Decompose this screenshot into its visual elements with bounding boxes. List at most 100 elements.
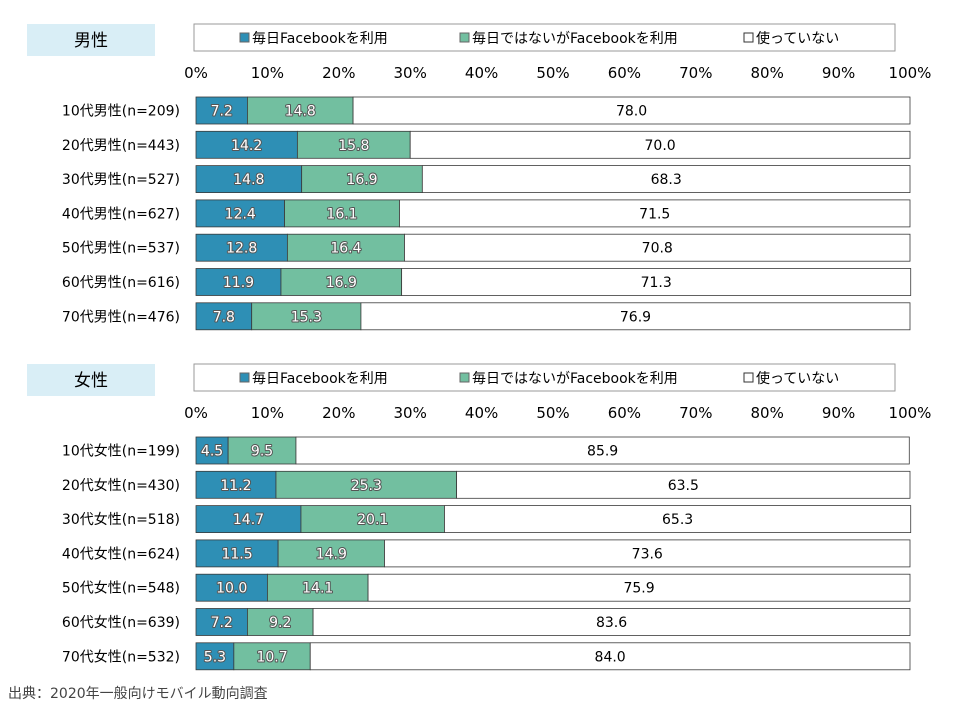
data-label: 16.4 — [330, 241, 361, 257]
x-tick-label: 30% — [394, 404, 427, 422]
data-label: 20.1 — [357, 512, 388, 528]
category-label: 70代男性(n=476) — [62, 309, 180, 325]
legend-swatch — [459, 32, 470, 43]
bar-segment — [195, 505, 302, 534]
bar-segment — [195, 436, 229, 465]
category-label: 40代女性(n=624) — [62, 545, 180, 562]
x-tick-label: 60% — [608, 64, 641, 82]
legend-entry: 毎日ではないがFacebookを利用 — [472, 31, 678, 47]
bar-segment — [296, 130, 411, 159]
bar-segment — [444, 505, 912, 534]
category-label: 30代女性(n=518) — [62, 511, 180, 528]
x-tick-label: 50% — [536, 64, 569, 82]
bar-segment — [247, 608, 314, 636]
legend-swatch — [743, 32, 754, 43]
data-label: 9.2 — [269, 615, 291, 631]
legend-entry: 毎日Facebookを利用 — [252, 371, 388, 387]
data-label: 11.2 — [220, 478, 251, 494]
bar-segment — [352, 96, 911, 125]
data-label: 15.3 — [291, 309, 322, 325]
legend-swatch — [743, 372, 754, 383]
data-label: 71.5 — [639, 206, 670, 222]
bar-segment — [195, 199, 285, 228]
data-label: 16.9 — [346, 172, 377, 188]
category-label: 60代女性(n=639) — [62, 614, 180, 631]
category-label: 70代女性(n=532) — [62, 648, 180, 665]
x-tick-label: 40% — [465, 64, 498, 82]
bar-segment — [195, 539, 279, 568]
bar-segment — [195, 268, 282, 296]
data-label: 7.2 — [211, 615, 233, 631]
section-title-box — [27, 24, 155, 56]
bar-segment — [195, 165, 303, 194]
x-tick-label: 50% — [536, 404, 569, 422]
data-label: 25.3 — [351, 478, 382, 494]
category-label: 20代女性(n=430) — [62, 477, 180, 494]
bar-segment — [195, 233, 288, 262]
category-label: 10代女性(n=199) — [62, 443, 180, 460]
data-label: 71.3 — [641, 275, 672, 291]
bar-segment — [266, 573, 369, 602]
data-label: 76.9 — [620, 309, 651, 325]
x-tick-label: 70% — [679, 64, 712, 82]
bar-segment — [251, 302, 362, 331]
x-tick-label: 30% — [394, 64, 427, 82]
data-label: 7.2 — [211, 104, 233, 120]
data-label: 10.7 — [256, 649, 287, 665]
legend-swatch — [459, 372, 470, 383]
bar-segment — [195, 130, 298, 159]
bar-segment — [233, 642, 311, 671]
bar-segment — [399, 199, 911, 228]
data-label: 10.0 — [216, 581, 247, 597]
bar-segment — [284, 199, 400, 228]
category-label: 30代男性(n=527) — [62, 172, 180, 188]
legend-entry: 毎日Facebookを利用 — [252, 31, 388, 47]
legend-swatch — [239, 372, 250, 383]
category-label: 50代女性(n=548) — [62, 580, 180, 597]
data-label: 63.5 — [668, 478, 699, 494]
data-label: 12.4 — [225, 206, 256, 222]
legend-swatch — [239, 32, 250, 43]
x-tick-label: 100% — [889, 64, 932, 82]
category-label: 20代男性(n=443) — [62, 138, 180, 154]
data-label: 14.2 — [231, 138, 262, 154]
data-label: 14.7 — [233, 512, 264, 528]
x-tick-label: 90% — [822, 64, 855, 82]
bar-segment — [360, 302, 911, 331]
data-label: 14.8 — [285, 104, 316, 120]
data-label: 73.6 — [632, 546, 663, 562]
x-tick-label: 100% — [889, 404, 932, 422]
bar-segment — [280, 268, 403, 296]
data-label: 15.8 — [338, 138, 369, 154]
bar-segment — [195, 573, 268, 602]
bar-segment — [300, 505, 445, 534]
legend-box — [193, 23, 896, 52]
source-note: 出典：2020年一般向けモバイル動向調査 — [8, 686, 268, 702]
bar-segment — [421, 165, 911, 194]
x-tick-label: 60% — [608, 404, 641, 422]
legend-entry: 毎日ではないがFacebookを利用 — [472, 371, 678, 387]
section-title: 女性 — [74, 371, 108, 391]
x-tick-label: 40% — [465, 404, 498, 422]
bar-segment — [384, 539, 911, 568]
bar-segment — [309, 642, 911, 671]
category-label: 40代男性(n=627) — [62, 206, 180, 222]
x-tick-label: 70% — [679, 404, 712, 422]
x-tick-label: 0% — [184, 64, 208, 82]
data-label: 70.0 — [645, 138, 676, 154]
data-label: 4.5 — [201, 444, 223, 460]
bar-segment — [295, 436, 910, 465]
bar-segment — [404, 233, 911, 262]
data-label: 85.9 — [587, 444, 618, 460]
x-tick-label: 20% — [322, 404, 355, 422]
bar-segment — [195, 470, 277, 499]
x-tick-label: 80% — [751, 404, 784, 422]
section-title-box — [27, 364, 155, 396]
bar-segment — [275, 470, 458, 499]
data-label: 14.1 — [302, 581, 333, 597]
data-label: 11.5 — [221, 546, 252, 562]
category-label: 50代男性(n=537) — [62, 241, 180, 257]
bar-segment — [301, 165, 423, 194]
section-title: 男性 — [74, 31, 108, 51]
